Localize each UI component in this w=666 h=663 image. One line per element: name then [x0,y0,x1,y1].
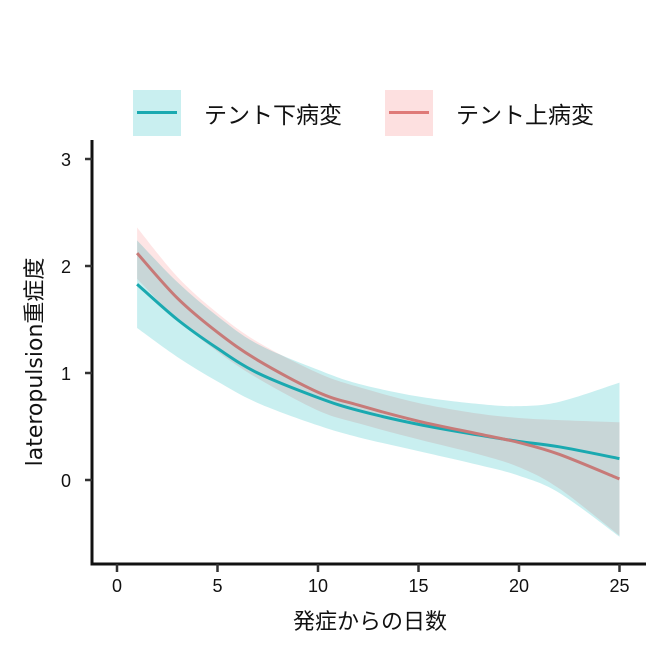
x-tick-label: 10 [308,576,328,596]
x-tick-label: 15 [408,576,428,596]
legend-line-infratentorial [137,111,177,114]
legend-key-supratentorial [385,90,433,136]
y-tick-label: 0 [61,471,71,491]
y-tick-label: 1 [61,364,71,384]
x-tick-label: 0 [112,576,122,596]
x-axis-title: 発症からの日数 [292,610,447,635]
x-tick-label: 5 [212,576,222,596]
legend-line-supratentorial [389,111,429,114]
y-axis-title: lateropulsion重症度 [23,257,48,467]
series-lines [135,252,621,481]
legend-item-infratentorial: テント下病変 [133,90,342,136]
legend-label-infratentorial: テント下病変 [204,103,342,129]
y-tick-label: 3 [61,150,71,170]
x-tick-label: 20 [509,576,529,596]
x-tick-label: 25 [609,576,629,596]
axes: 0 1 2 3 0 5 10 15 20 25 [61,140,646,596]
confidence-band-0 [137,240,620,537]
legend-label-supratentorial: テント上病変 [456,103,594,129]
y-tick-label: 2 [61,257,71,277]
series-line-0 [136,283,620,461]
confidence-band-1 [137,227,620,536]
confidence-bands [137,227,620,537]
legend-item-supratentorial: テント上病変 [385,90,594,136]
series-line-1 [135,252,621,481]
legend-key-infratentorial [133,90,181,136]
